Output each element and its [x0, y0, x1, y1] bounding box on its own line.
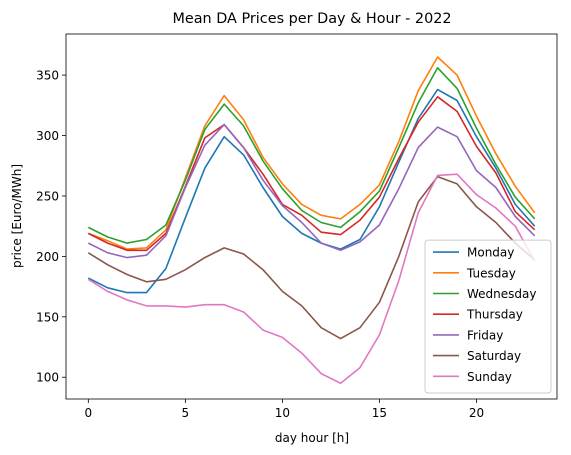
- y-tick-label: 300: [36, 129, 59, 143]
- x-tick-label: 10: [275, 406, 290, 420]
- legend-label: Wednesday: [467, 287, 536, 301]
- legend-label: Thursday: [466, 308, 523, 322]
- y-tick-label: 150: [36, 310, 59, 324]
- legend-label: Tuesday: [466, 266, 516, 280]
- y-tick-label: 100: [36, 371, 59, 385]
- x-tick-label: 0: [84, 406, 92, 420]
- x-axis: 0 5 10 15 20: [84, 399, 484, 420]
- series-line-tuesday: [88, 56, 536, 250]
- y-axis-label: price [Euro/MWh]: [10, 164, 24, 268]
- legend-box: [424, 239, 552, 394]
- series-line-sunday: [87, 173, 536, 385]
- y-tick-label: 200: [36, 250, 59, 264]
- series-line-monday: [87, 88, 536, 294]
- legend-label: Friday: [467, 328, 503, 342]
- legend-label: Saturday: [467, 349, 521, 363]
- legend: Monday Tuesday Wednesday Thursday Friday Satu…: [424, 239, 552, 394]
- x-axis-label: day hour [h]: [275, 431, 349, 445]
- series-line-thursday: [87, 96, 536, 252]
- series-lines: [87, 56, 536, 385]
- x-tick-label: 20: [469, 406, 484, 420]
- x-tick-label: 5: [182, 406, 190, 420]
- series-line-saturday: [87, 175, 536, 340]
- axes-frame: [65, 33, 558, 400]
- legend-label: Sunday: [467, 370, 512, 384]
- y-tick-label: 250: [36, 189, 59, 203]
- series-line-friday: [87, 123, 536, 259]
- legend-label: Monday: [467, 246, 514, 260]
- y-tick-label: 350: [36, 69, 59, 83]
- chart-title: Mean DA Prices per Day & Hour - 2022: [172, 11, 451, 27]
- series-line-wednesday: [87, 67, 536, 244]
- y-axis: 100 150 200 250 300 350: [36, 69, 66, 385]
- x-tick-label: 15: [372, 406, 387, 420]
